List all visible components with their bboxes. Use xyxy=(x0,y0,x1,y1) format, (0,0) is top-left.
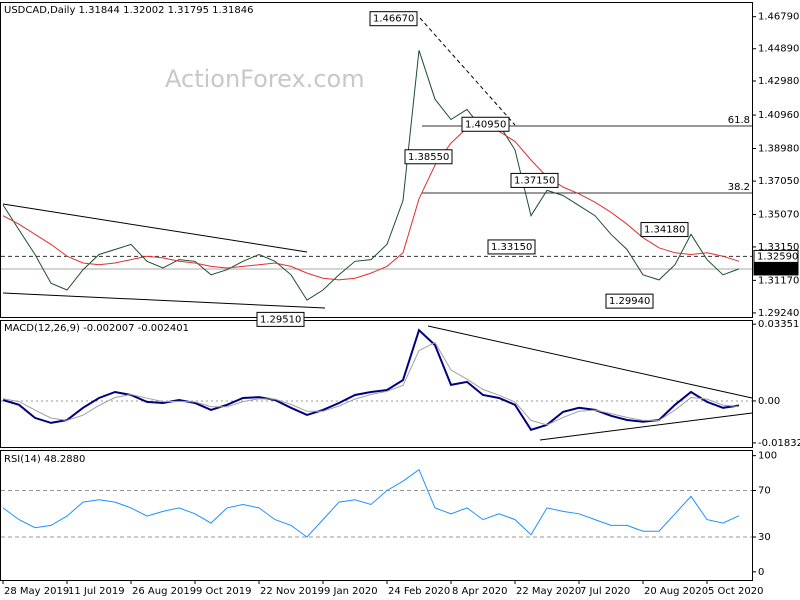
annotation-box xyxy=(404,149,453,165)
x-tick-label: 22 Nov 2019 xyxy=(260,586,324,597)
rsi-title: RSI(14) 48.2880 xyxy=(4,454,85,465)
y-tick-label: 1.42980 xyxy=(758,76,799,87)
y-tick-label: 0.033515 xyxy=(758,319,800,330)
y-tick-label: 100 xyxy=(758,451,777,462)
macd-pane xyxy=(0,320,753,448)
chart-title: USDCAD,Daily 1.31844 1.32002 1.31795 1.3… xyxy=(4,5,254,16)
x-tick-label: 28 May 2019 xyxy=(4,586,69,597)
trend-line xyxy=(427,325,753,399)
fib-label: 38.2 xyxy=(728,182,750,193)
y-tick-label: 0.00 xyxy=(758,396,780,407)
y-tick-label: 70 xyxy=(758,486,771,497)
trend-lines xyxy=(2,17,753,441)
x-tick-label: 20 Aug 2020 xyxy=(644,586,708,597)
macd-title: MACD(12,26,9) -0.002007 -0.002401 xyxy=(4,323,189,334)
series-line xyxy=(2,328,740,431)
watermark: ActionForex.com xyxy=(165,65,365,93)
annotation-label: 1.29940 xyxy=(609,296,650,307)
annotation-box xyxy=(461,116,510,132)
x-tick-label: 9 Jan 2020 xyxy=(324,586,378,597)
trend-line xyxy=(2,203,308,253)
price-pane xyxy=(0,2,753,318)
annotation-label: 1.40950 xyxy=(465,119,506,130)
x-tick-label: 24 Feb 2020 xyxy=(388,586,450,597)
rsi-pane xyxy=(0,450,753,581)
annotation-label: 1.38550 xyxy=(408,152,449,163)
marker-label: 1.31846 xyxy=(757,264,798,275)
x-tick-label: 9 Oct 2019 xyxy=(196,586,251,597)
fib-label: 61.8 xyxy=(728,115,750,126)
y-tick-label: 1.46790 xyxy=(758,12,799,23)
trend-line xyxy=(419,17,516,126)
trend-line xyxy=(539,412,753,441)
y-tick-label: 1.29240 xyxy=(758,308,799,319)
x-tick-label: 7 Jul 2020 xyxy=(580,586,630,597)
annotation-label: 1.34180 xyxy=(644,225,685,236)
annotation-box xyxy=(256,311,305,327)
series-line xyxy=(2,50,740,301)
series-line xyxy=(2,341,740,426)
marker-box xyxy=(753,249,799,263)
annotation-label: 1.37150 xyxy=(514,175,555,186)
x-tick-label: 5 Oct 2020 xyxy=(708,586,763,597)
marker-label: 1.32590 xyxy=(757,251,798,262)
annotation-label: 1.29510 xyxy=(260,314,301,325)
x-tick-label: 26 Aug 2019 xyxy=(132,586,196,597)
y-tick-label: 1.33150 xyxy=(758,242,799,253)
y-tick-label: 30 xyxy=(758,532,771,543)
y-tick-label: 1.35070 xyxy=(758,210,799,221)
annotation-box xyxy=(605,293,654,309)
annotation-box xyxy=(369,11,418,27)
y-tick-label: 1.40960 xyxy=(758,110,799,121)
y-tick-label: 1.31170 xyxy=(758,275,799,286)
annotation-box xyxy=(487,239,536,255)
annotation-label: 1.46670 xyxy=(373,14,414,25)
y-tick-label: 0 xyxy=(758,567,764,578)
y-tick-label: 1.38980 xyxy=(758,144,799,155)
marker-box xyxy=(753,262,799,276)
y-tick-label: -0.018324 xyxy=(758,438,800,449)
y-tick-label: 1.44890 xyxy=(758,44,799,55)
series-line xyxy=(2,125,740,281)
annotation-label: 1.33150 xyxy=(491,242,532,253)
series-line xyxy=(2,468,740,538)
annotation-box xyxy=(640,222,689,238)
x-tick-label: 22 May 2020 xyxy=(516,586,581,597)
y-tick-label: 1.37050 xyxy=(758,176,799,187)
trend-line xyxy=(2,292,326,309)
x-tick-label: 11 Jul 2019 xyxy=(68,586,125,597)
annotation-box xyxy=(510,172,559,188)
x-tick-label: 8 Apr 2020 xyxy=(452,586,507,597)
